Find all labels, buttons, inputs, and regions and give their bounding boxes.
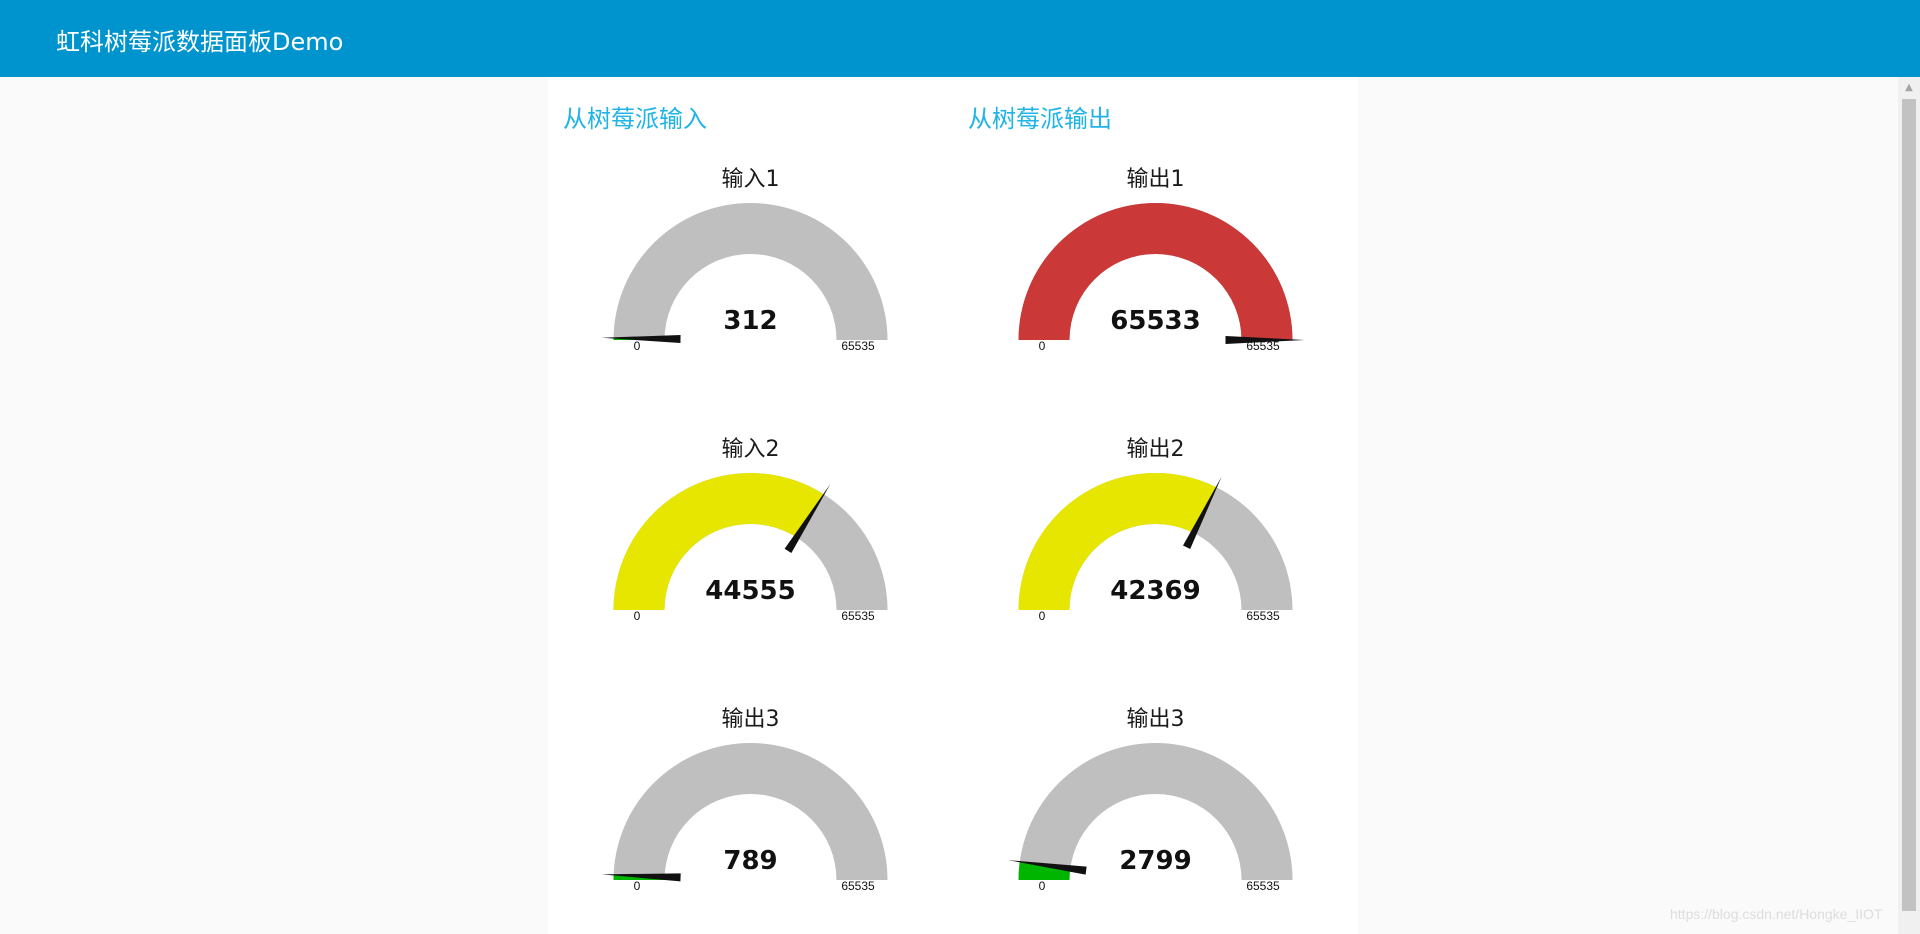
gauge-min-label: 0 <box>634 879 641 892</box>
gauge-dial: 2799 0 65535 <box>1007 743 1293 892</box>
gauge-track <box>613 203 888 340</box>
gauge-max-label: 65535 <box>841 879 875 892</box>
gauge-needle <box>601 873 681 882</box>
gauge-dial: 42369 0 65535 <box>1018 472 1293 622</box>
gauge-min-label: 0 <box>1039 879 1046 892</box>
gauge-widget: 输出1 65533 0 65535 <box>953 77 1358 352</box>
gauge-max-label: 65535 <box>841 339 875 352</box>
gauge-level-fill <box>1018 472 1217 610</box>
group-raspberry-input: 从树莓派输入 输入1 312 0 65535 输入2 44555 0 65535 输出3 78… <box>548 77 953 934</box>
gauge-title: 输出3 <box>721 707 780 732</box>
scroll-thumb[interactable] <box>1902 99 1916 911</box>
gauge-title: 输出1 <box>1126 167 1185 192</box>
vertical-scrollbar[interactable]: ▲ <box>1898 77 1920 934</box>
gauge-value: 42369 <box>1110 576 1200 606</box>
gauge-track <box>613 743 888 880</box>
gauge-widget: 输出3 789 0 65535 <box>548 617 953 892</box>
gauge-level-fill <box>613 473 824 610</box>
gauge-title: 输出2 <box>1126 437 1185 462</box>
gauge-dial: 44555 0 65535 <box>613 473 888 622</box>
gauge-max-label: 65535 <box>1246 609 1280 622</box>
top-toolbar: 虹科树莓派数据面板Demo <box>0 0 1920 77</box>
gauge-needle <box>1183 476 1222 550</box>
gauge-title: 输出3 <box>1126 707 1185 732</box>
gauge-dial: 789 0 65535 <box>601 743 888 892</box>
gauge-widget: 输入1 312 0 65535 <box>548 77 953 352</box>
dashboard-title: 虹科树莓派数据面板Demo <box>56 28 344 56</box>
gauge-max-label: 65535 <box>1246 339 1280 352</box>
watermark: https://blog.csdn.net/Hongke_IIOT <box>1670 906 1883 922</box>
gauge-level-fill <box>1018 202 1293 340</box>
gauge-value: 789 <box>723 846 777 876</box>
gauge-min-label: 0 <box>634 609 641 622</box>
gauge-min-label: 0 <box>1039 609 1046 622</box>
gauge-dial: 65533 0 65535 <box>1018 202 1305 352</box>
gauge-needle <box>601 334 681 343</box>
gauge-needle <box>1007 860 1087 875</box>
gauge-max-label: 65535 <box>1246 879 1280 892</box>
gauge-track <box>1018 743 1293 880</box>
gauge-min-label: 0 <box>1039 339 1046 352</box>
group-raspberry-output: 从树莓派输出 输出1 65533 0 65535 输出2 42369 0 65535 输出3… <box>953 77 1358 934</box>
gauge-widget: 输出3 2799 0 65535 <box>953 617 1358 892</box>
gauge-dial: 312 0 65535 <box>601 203 888 352</box>
gauge-title: 输入2 <box>721 437 780 462</box>
gauge-max-label: 65535 <box>841 609 875 622</box>
gauge-value: 65533 <box>1110 306 1200 336</box>
gauge-value: 2799 <box>1119 846 1191 876</box>
gauge-needle <box>784 484 831 554</box>
gauge-needle <box>1225 335 1305 344</box>
gauge-widget: 输入2 44555 0 65535 <box>548 347 953 622</box>
group-title: 从树莓派输出 <box>968 105 1112 133</box>
gauge-level-fill <box>1018 861 1071 880</box>
gauge-value: 44555 <box>705 576 795 606</box>
gauge-value: 312 <box>723 306 777 336</box>
group-title: 从树莓派输入 <box>563 105 707 133</box>
gauge-min-label: 0 <box>634 339 641 352</box>
scroll-up-arrow-icon[interactable]: ▲ <box>1905 82 1913 93</box>
gauge-widget: 输出2 42369 0 65535 <box>953 347 1358 622</box>
gauge-title: 输入1 <box>721 167 780 192</box>
